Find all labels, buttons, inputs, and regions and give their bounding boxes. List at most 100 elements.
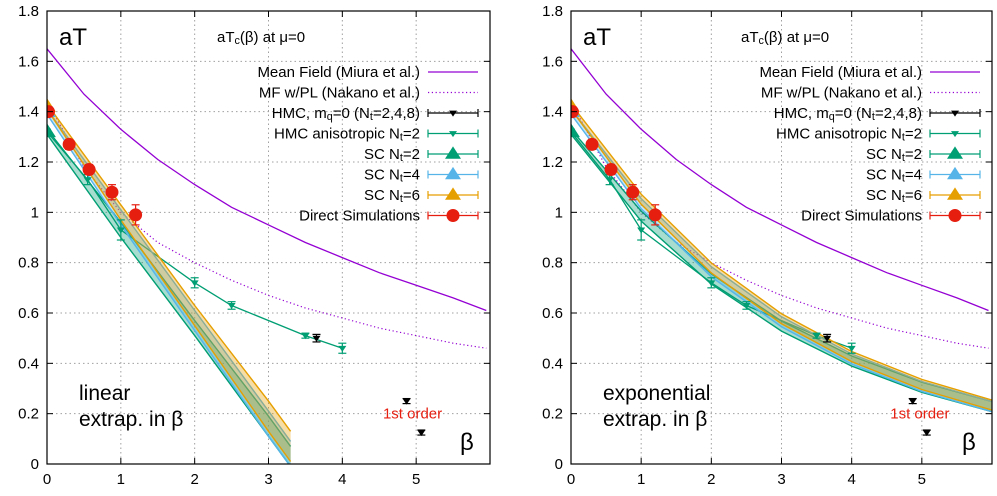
point-hmc-anisotropic-n-t-2 [83,177,92,184]
band-edge-sc-n-t-6 [47,103,292,432]
legend-label: SC Nt​=6 [866,187,922,205]
legend-marker-triangle [445,187,461,200]
point-hmc-anisotropic-n-t-2 [301,333,310,340]
point-direct-simulations [129,208,143,222]
y-tick-label: 1.4 [542,104,563,121]
method-annotation-line1: linear [79,382,130,405]
band-sc-n-t-6 [571,104,992,411]
plot-area [47,48,487,464]
point-direct-simulations [82,163,96,177]
y-tick-label: 1 [555,204,563,221]
legend-marker-triangle [947,146,963,159]
legend-label: SC Nt​=6 [364,187,420,205]
band-sc-n-t-4 [571,109,992,412]
point-hmc-anisotropic-n-t-2 [227,303,236,310]
legend-marker-triangle [445,166,461,180]
legend-label: HMC, mq​=0 (Nt​=2,4,8) [272,105,420,123]
corner-label: aT [59,24,87,51]
y-tick-label: 0.2 [18,406,39,423]
point-direct-simulations [585,137,599,151]
legend-label: Mean Field (Miura et al.) [257,64,420,81]
point-hmc-m-q-0-n-t-2-4-8- [823,335,832,342]
legend-marker-triangle-small [951,131,959,138]
x-axis-label: β [962,429,976,456]
point-hmc-m-q-0-n-t-2-4-8- [402,398,411,405]
y-tick-label: 1.8 [18,3,39,20]
legend-item: SC Nt​=2 [364,146,479,164]
legend-marker-triangle [445,146,461,159]
legend-marker-triangle-small [449,131,457,138]
point-hmc-m-q-0-n-t-2-4-8- [908,398,917,405]
legend-marker-triangle-small [449,110,457,117]
x-tick-label: 1 [637,471,645,488]
legend-marker-circle [948,209,962,222]
legend-label: MF w/PL (Nakano et al.) [259,85,420,102]
legend-item: Mean Field (Miura et al.) [257,64,478,81]
y-tick-label: 0.6 [542,305,563,322]
plot-area [571,48,992,437]
legend-label: SC Nt​=4 [866,167,922,185]
band-edge-sc-n-t-6 [47,108,292,462]
y-tick-label: 0.8 [18,255,39,272]
point-hmc-anisotropic-n-t-2 [637,227,646,234]
method-annotation-line2: extrap. in β [603,408,707,431]
point-direct-simulations [62,137,76,151]
legend-item: MF w/PL (Nakano et al.) [761,85,980,102]
x-tick-label: 3 [264,471,272,488]
corner-label: aT [583,24,611,51]
point-hmc-anisotropic-n-t-2 [707,280,716,287]
point-hmc-anisotropic-n-t-2 [812,333,821,340]
point-hmc-anisotropic-n-t-2 [742,303,751,310]
y-tick-label: 0.8 [542,255,563,272]
y-tick-label: 0.4 [542,355,563,372]
y-tick-label: 1.2 [18,154,39,171]
band-edge-sc-n-t-4 [47,113,290,464]
band-sc-n-t-2 [571,129,992,412]
band-edge-sc-n-t-6 [571,108,992,411]
series-mean-field-miura-et-al- [47,48,487,312]
x-tick-label: 5 [918,471,926,488]
chart-panel-right: 0 0.2 0.4 0.6 0.8 1 1.2 1.4 1.6 1.8 0 1 2 3 4 5 aT aTc​(β… [542,3,993,488]
band-edge-sc-n-t-6 [571,103,992,401]
y-tick-label: 1 [31,204,39,221]
point-hmc-anisotropic-n-t-2 [338,345,347,352]
band-edge-sc-n-t-2 [571,128,992,403]
legend-label: SC Nt​=2 [364,146,420,164]
y-tick-label: 0 [31,456,39,473]
legend-label: HMC, mq​=0 (Nt​=2,4,8) [774,105,922,123]
x-tick-label: 5 [412,471,420,488]
x-tick-label: 2 [707,471,715,488]
y-tick-label: 1.8 [542,3,563,20]
legend-item: Direct Simulations [299,208,479,225]
legend-marker-triangle-small [951,110,959,117]
y-tick-label: 1.4 [18,104,39,121]
legend-item: Direct Simulations [801,208,981,225]
legend-item: SC Nt​=6 [866,187,981,205]
y-tick-label: 0.2 [542,406,563,423]
legend-item: SC Nt​=4 [866,166,981,185]
legend-item: SC Nt​=6 [364,187,479,205]
legend-label: Direct Simulations [801,208,922,225]
point-direct-simulations [648,208,662,222]
legend-label: HMC anisotropic Nt​=2 [776,126,922,144]
band-edge-sc-n-t-2 [47,128,292,447]
x-tick-label: 1 [117,471,125,488]
y-tick-label: 1.6 [18,53,39,70]
legend-label: HMC anisotropic Nt​=2 [274,126,420,144]
band-edge-sc-n-t-4 [47,108,292,442]
legend-item: SC Nt​=2 [866,146,981,164]
point-hmc-anisotropic-n-t-2 [605,177,614,184]
point-direct-simulations [604,163,618,177]
point-sc-n-t-2 [47,123,56,138]
point-hmc-anisotropic-n-t-2 [47,129,51,136]
y-tick-label: 0 [555,456,563,473]
x-tick-label: 4 [338,471,346,488]
legend-label: MF w/PL (Nakano et al.) [761,85,922,102]
legend-item: HMC anisotropic Nt​=2 [274,126,479,144]
legend-marker-triangle [947,166,963,180]
x-tick-label: 0 [43,471,51,488]
y-tick-label: 1.6 [542,53,563,70]
point-hmc-anisotropic-n-t-2 [847,345,856,352]
chart-panel-left: 0 0.2 0.4 0.6 0.8 1 1.2 1.4 1.6 1.8 0 1 2 3 4 5 aT aTc​(β… [18,3,491,488]
